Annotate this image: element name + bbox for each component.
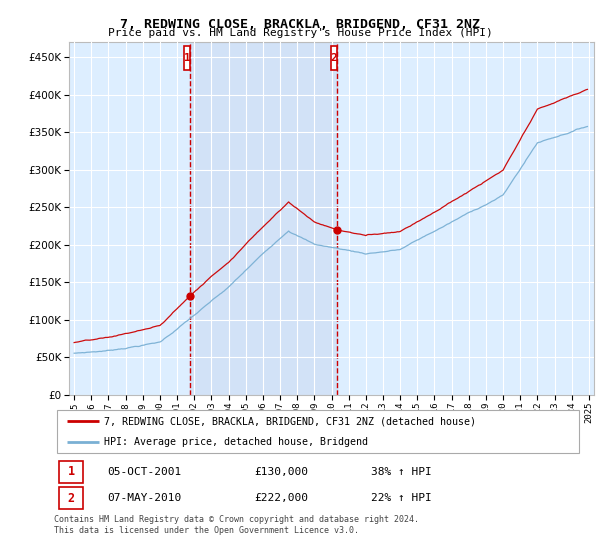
Text: Contains HM Land Registry data © Crown copyright and database right 2024.
This d: Contains HM Land Registry data © Crown c… <box>54 515 419 535</box>
FancyBboxPatch shape <box>56 410 580 454</box>
Text: 38% ↑ HPI: 38% ↑ HPI <box>371 467 431 477</box>
Text: 7, REDWING CLOSE, BRACKLA, BRIDGEND, CF31 2NZ (detached house): 7, REDWING CLOSE, BRACKLA, BRIDGEND, CF3… <box>104 416 476 426</box>
Text: 05-OCT-2001: 05-OCT-2001 <box>107 467 181 477</box>
Text: HPI: Average price, detached house, Bridgend: HPI: Average price, detached house, Brid… <box>104 437 368 447</box>
Text: 2: 2 <box>68 492 75 505</box>
Text: 1: 1 <box>184 53 190 63</box>
Text: £222,000: £222,000 <box>254 493 308 503</box>
Bar <box>331 45 337 70</box>
Text: 1: 1 <box>68 465 75 478</box>
Text: 22% ↑ HPI: 22% ↑ HPI <box>371 493 431 503</box>
Text: 07-MAY-2010: 07-MAY-2010 <box>107 493 181 503</box>
Text: Price paid vs. HM Land Registry's House Price Index (HPI): Price paid vs. HM Land Registry's House … <box>107 28 493 38</box>
FancyBboxPatch shape <box>59 487 83 509</box>
Text: 7, REDWING CLOSE, BRACKLA, BRIDGEND, CF31 2NZ: 7, REDWING CLOSE, BRACKLA, BRIDGEND, CF3… <box>120 18 480 31</box>
Text: £130,000: £130,000 <box>254 467 308 477</box>
Bar <box>184 45 190 70</box>
Bar <box>190 42 337 395</box>
FancyBboxPatch shape <box>59 461 83 483</box>
Text: 2: 2 <box>331 53 338 63</box>
